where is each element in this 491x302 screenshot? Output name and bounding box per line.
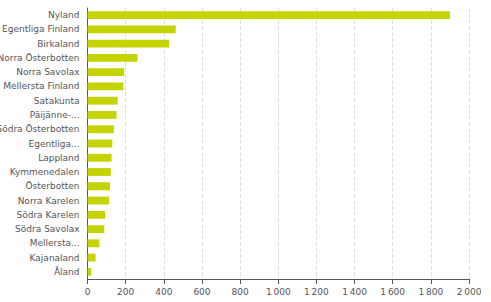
svg-text:Norra Karelen: Norra Karelen bbox=[18, 196, 80, 206]
svg-text:Päijänne-...: Päijänne-... bbox=[30, 110, 80, 120]
svg-text:0: 0 bbox=[85, 287, 91, 297]
svg-text:Birkaland: Birkaland bbox=[37, 39, 79, 49]
svg-text:Egentliga...: Egentliga... bbox=[29, 139, 80, 149]
svg-text:1 200: 1 200 bbox=[304, 287, 329, 297]
svg-text:Åland: Åland bbox=[54, 266, 80, 277]
svg-text:400: 400 bbox=[155, 287, 172, 297]
svg-text:Lappland: Lappland bbox=[38, 153, 79, 163]
svg-text:Norra Savolax: Norra Savolax bbox=[16, 67, 80, 77]
svg-text:Nyland: Nyland bbox=[48, 10, 80, 20]
svg-text:Norra Österbotten: Norra Österbotten bbox=[0, 53, 80, 63]
svg-text:Satakunta: Satakunta bbox=[34, 96, 80, 106]
svg-text:1 600: 1 600 bbox=[380, 287, 405, 297]
svg-text:Södra Karelen: Södra Karelen bbox=[16, 210, 79, 220]
svg-text:Kymmenedalen: Kymmenedalen bbox=[10, 167, 80, 177]
svg-text:1 000: 1 000 bbox=[266, 287, 291, 297]
svg-text:1 400: 1 400 bbox=[342, 287, 367, 297]
svg-text:2 000: 2 000 bbox=[457, 287, 482, 297]
svg-text:Österbotten: Österbotten bbox=[25, 181, 79, 191]
svg-text:Södra Österbotten: Södra Österbotten bbox=[0, 124, 80, 134]
svg-text:Södra Savolax: Södra Savolax bbox=[15, 224, 80, 234]
svg-text:Mellersta...: Mellersta... bbox=[30, 238, 80, 248]
svg-text:1 800: 1 800 bbox=[419, 287, 444, 297]
svg-text:800: 800 bbox=[232, 287, 249, 297]
svg-text:Mellersta Finland: Mellersta Finland bbox=[3, 81, 79, 91]
svg-text:Kajanaland: Kajanaland bbox=[30, 253, 80, 263]
svg-text:200: 200 bbox=[117, 287, 134, 297]
svg-text:600: 600 bbox=[193, 287, 210, 297]
svg-text:Egentliga Finland: Egentliga Finland bbox=[2, 24, 79, 34]
